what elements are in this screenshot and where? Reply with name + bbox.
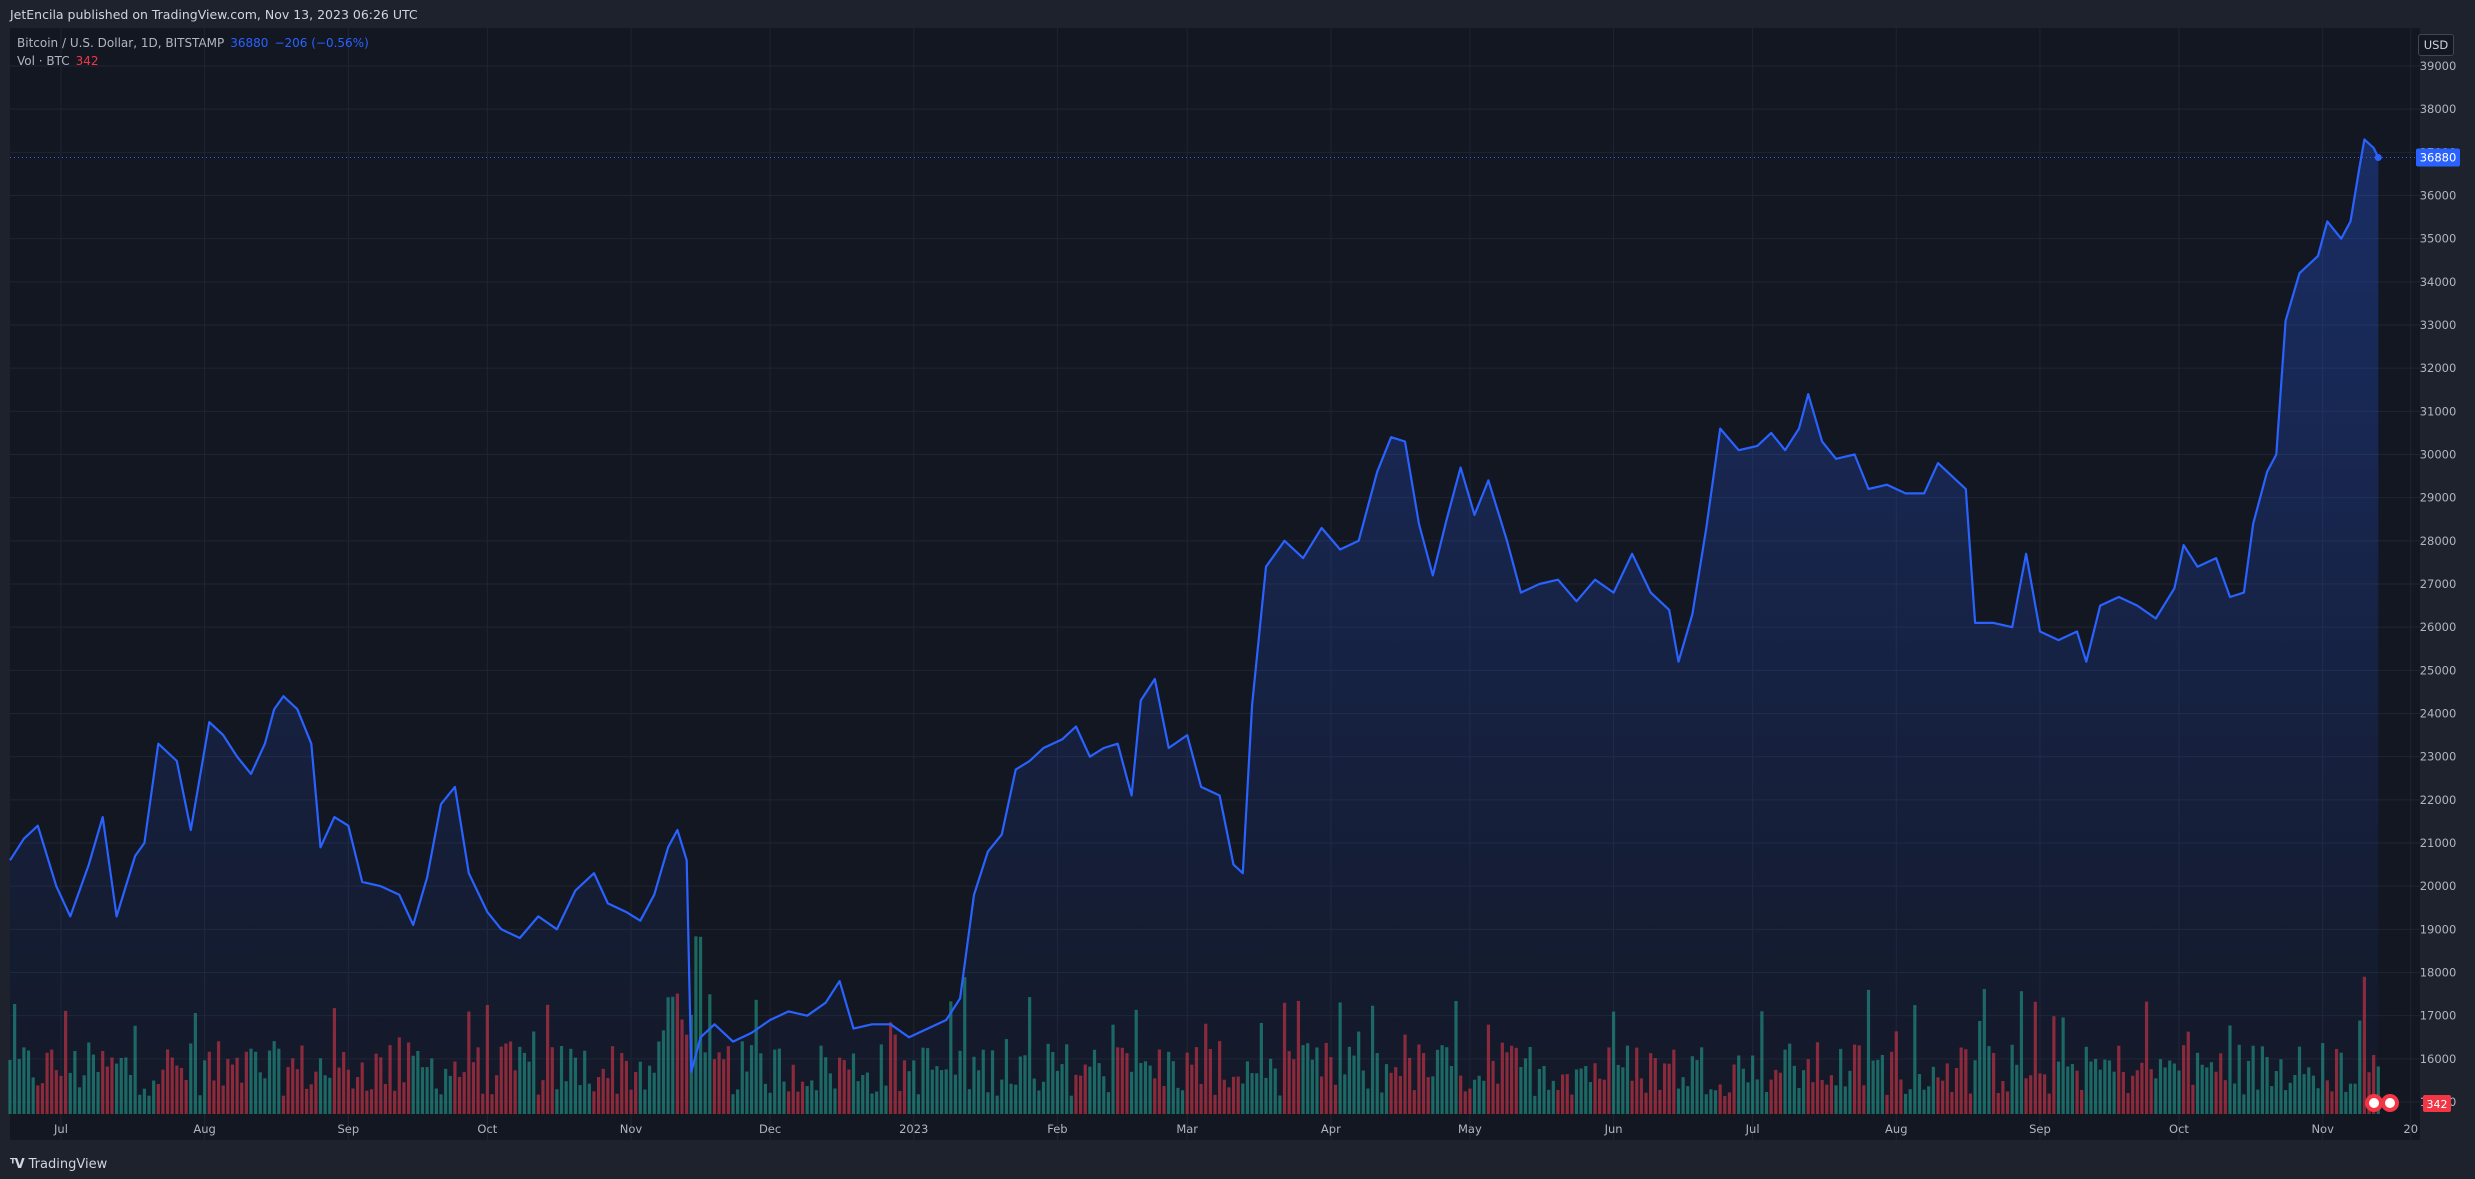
price-axis[interactable]: 1500016000170001800019000200002100022000…: [2420, 59, 2457, 1109]
y-tick-label: 22000: [2420, 793, 2457, 807]
x-tick-label: Dec: [759, 1122, 781, 1136]
last-price-label: 36880: [2420, 151, 2457, 165]
y-tick-label: 23000: [2420, 750, 2457, 764]
y-tick-label: 35000: [2420, 232, 2457, 246]
y-tick-label: 30000: [2420, 448, 2457, 462]
currency-button[interactable]: USD: [2418, 34, 2454, 56]
volume-badge: 342: [2423, 1095, 2451, 1112]
x-tick-label: Sep: [337, 1122, 359, 1136]
bottom-bar: [0, 1154, 2475, 1179]
x-tick-label: Feb: [1047, 1122, 1067, 1136]
x-tick-label: Jul: [53, 1122, 68, 1136]
y-tick-label: 16000: [2420, 1052, 2457, 1066]
price-area-fill: [10, 139, 2379, 1114]
volume-bar: [698, 936, 703, 1114]
y-tick-label: 24000: [2420, 707, 2457, 721]
y-tick-label: 18000: [2420, 966, 2457, 980]
x-tick-label: 2023: [899, 1122, 928, 1136]
y-tick-label: 29000: [2420, 491, 2457, 505]
y-tick-label: 36000: [2420, 189, 2457, 203]
y-tick-label: 32000: [2420, 361, 2457, 375]
y-tick-label: 26000: [2420, 620, 2457, 634]
x-tick-label: Aug: [193, 1122, 215, 1136]
y-tick-label: 38000: [2420, 102, 2457, 116]
y-tick-label: 34000: [2420, 275, 2457, 289]
branding-label: TradingView: [28, 1157, 108, 1172]
symbol-legend-row[interactable]: Bitcoin / U.S. Dollar, 1D, BITSTAMP 36880…: [17, 34, 369, 52]
symbol-title: Bitcoin / U.S. Dollar, 1D, BITSTAMP: [17, 36, 225, 50]
volume-title: Vol · BTC: [17, 54, 70, 68]
x-tick-label: 20: [2403, 1122, 2418, 1136]
price-line: [9, 138, 2380, 1073]
x-tick-label: Aug: [1885, 1122, 1907, 1136]
last-price-dot: [2374, 154, 2382, 162]
last-price-badge: 36880: [2416, 148, 2460, 167]
y-tick-label: 17000: [2420, 1009, 2457, 1023]
y-tick-label: 27000: [2420, 577, 2457, 591]
y-tick-label: 21000: [2420, 836, 2457, 850]
x-tick-label: Nov: [2311, 1122, 2334, 1136]
y-tick-label: 25000: [2420, 663, 2457, 677]
x-tick-label: Sep: [2029, 1122, 2051, 1136]
chart-legend: Bitcoin / U.S. Dollar, 1D, BITSTAMP 36880…: [17, 34, 369, 70]
flag-icon[interactable]: [2365, 1094, 2399, 1112]
x-tick-label: Jun: [1604, 1122, 1623, 1136]
x-tick-label: Mar: [1176, 1122, 1198, 1136]
x-tick-label: Jul: [1745, 1122, 1760, 1136]
x-tick-label: Oct: [2169, 1122, 2189, 1136]
tradingview-logo[interactable]: ᵀV TradingView: [10, 1157, 107, 1172]
x-tick-label: May: [1458, 1122, 1482, 1136]
time-axis[interactable]: Jul Aug Sep Oct Nov Dec 2023 Feb Mar Apr May Jun Jul…: [53, 1122, 2418, 1136]
y-tick-label: 31000: [2420, 404, 2457, 418]
y-tick-label: 19000: [2420, 922, 2457, 936]
top-bar: [0, 0, 2475, 28]
legend-change: −206 (−0.56%): [274, 36, 369, 50]
x-tick-label: Nov: [620, 1122, 643, 1136]
legend-price: 36880: [230, 36, 269, 50]
y-tick-label: 20000: [2420, 879, 2457, 893]
x-tick-label: Apr: [1321, 1122, 1341, 1136]
legend-volume-value: 342: [75, 54, 99, 68]
publish-info: JetEncila published on TradingView.com, …: [10, 7, 418, 22]
volume-bar: [694, 936, 698, 1114]
tradingview-icon: ᵀV: [10, 1157, 25, 1172]
y-tick-label: 33000: [2420, 318, 2457, 332]
volume-legend-row[interactable]: Vol · BTC 342: [17, 52, 369, 70]
volume-value-label: 342: [2427, 1098, 2448, 1111]
y-tick-label: 28000: [2420, 534, 2457, 548]
y-tick-label: 39000: [2420, 59, 2457, 73]
x-tick-label: Oct: [477, 1122, 497, 1136]
